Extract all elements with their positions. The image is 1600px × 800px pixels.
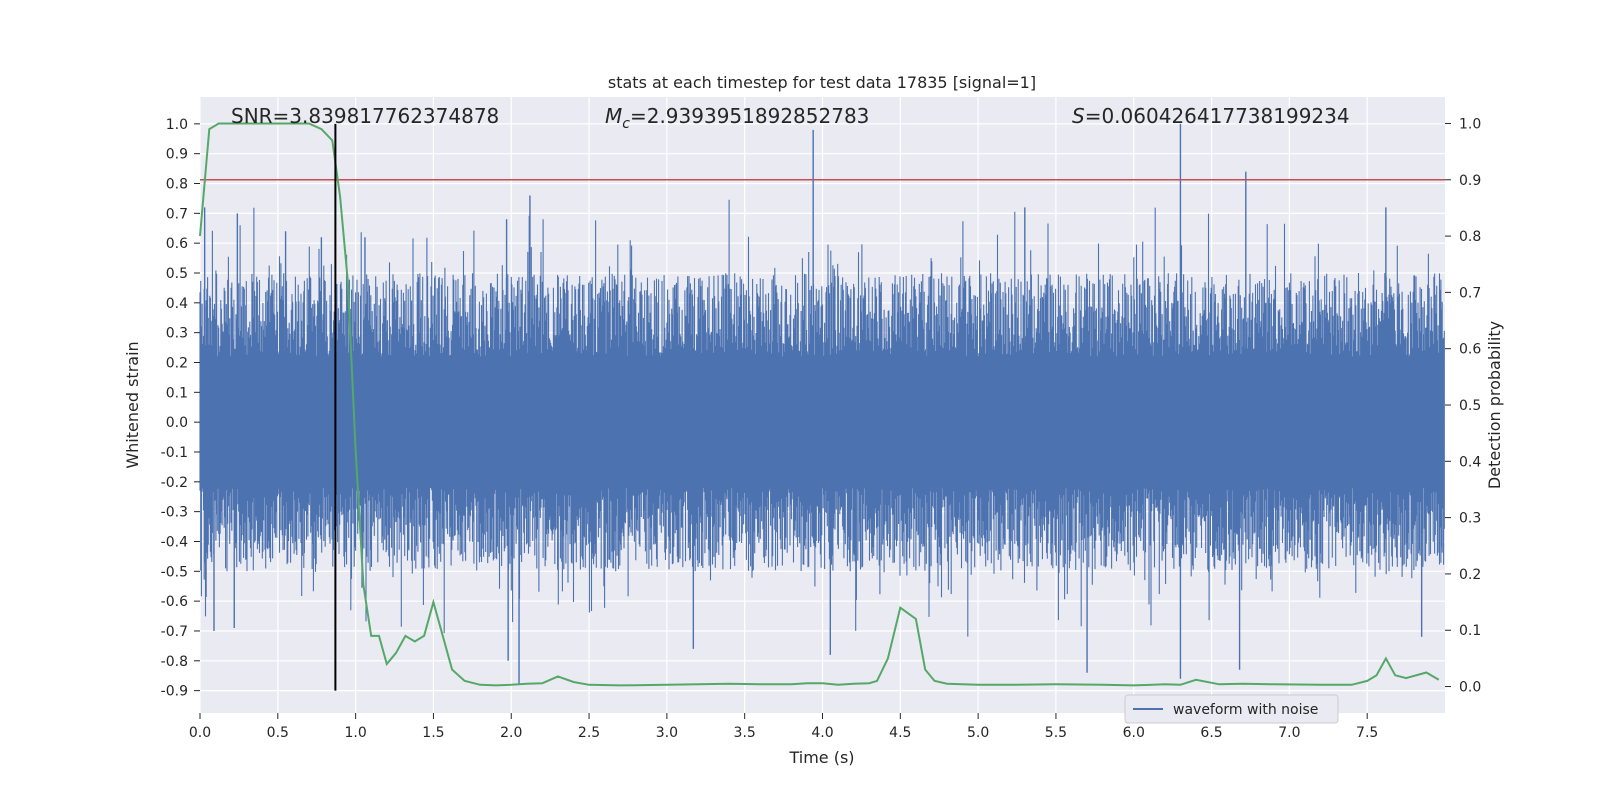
mc-annotation: Mc=2.9393951892852783 (605, 104, 869, 132)
y-left-tick-label: -0.5 (161, 564, 188, 580)
x-tick-label: 4.0 (811, 725, 833, 741)
x-axis-ticks: 0.0 0.5 1.0 1.5 2.0 2.5 3.0 3.5 4.0 4.5 5.0 5.5 6.0 6… (189, 713, 1378, 741)
waveform-series (199, 123, 1445, 685)
y-left-tick-label: -0.2 (161, 475, 188, 491)
legend-box (1124, 694, 1339, 724)
y-right-tick-label: 0.1 (1459, 623, 1481, 639)
y-right-tick-label: 0.5 (1459, 398, 1481, 414)
x-tick-label: 1.0 (344, 725, 366, 741)
y-right-tick-label: 0.2 (1459, 567, 1481, 583)
y-right-tick-label: 0.3 (1459, 511, 1481, 527)
y-left-tick-label: 0.9 (166, 147, 188, 163)
overlays (199, 122, 1445, 691)
x-tick-label: 2.5 (578, 725, 600, 741)
y-left-axis-ticks: 1.0 0.9 0.8 0.7 0.6 0.5 0.4 0.3 0.2 0.1 0.0 -0.1 -0.… (161, 117, 200, 700)
x-tick-label: 5.5 (1045, 725, 1067, 741)
y-left-tick-label: 0.5 (166, 266, 188, 282)
x-tick-label: 3.0 (656, 725, 678, 741)
y-left-tick-label: 0.7 (166, 206, 188, 222)
y-left-tick-label: 0.6 (166, 236, 188, 252)
y-right-tick-label: 0.8 (1459, 229, 1481, 245)
y-right-tick-label: 0.0 (1459, 680, 1481, 696)
x-tick-label: 0.5 (267, 725, 289, 741)
y-left-axis-label: Whitened strain (123, 341, 142, 468)
x-tick-label: 4.5 (889, 725, 911, 741)
y-right-axis-ticks: 1.0 0.9 0.8 0.7 0.6 0.5 0.4 0.3 0.2 0.1 0.0 (1445, 116, 1481, 696)
x-tick-label: 2.0 (500, 725, 522, 741)
x-tick-label: 1.5 (422, 725, 444, 741)
snr-annotation: SNR=3.839817762374878 (231, 104, 499, 128)
y-left-tick-label: -0.8 (161, 654, 188, 670)
x-tick-label: 0.0 (189, 725, 211, 741)
y-right-tick-label: 1.0 (1459, 116, 1481, 132)
y-left-tick-label: -0.6 (161, 594, 188, 610)
y-left-tick-label: -0.9 (161, 684, 188, 700)
y-left-tick-label: -0.3 (161, 505, 188, 521)
legend-label-waveform: waveform with noise (1173, 702, 1318, 718)
y-right-tick-label: 0.9 (1459, 173, 1481, 189)
x-tick-label: 5.0 (967, 725, 989, 741)
chart-title: stats at each timestep for test data 178… (608, 73, 1036, 92)
x-tick-label: 6.0 (1123, 725, 1145, 741)
waveform-noise-path (199, 199, 1445, 637)
y-left-tick-label: -0.7 (161, 624, 188, 640)
y-right-axis-label: Detection probability (1485, 321, 1504, 489)
y-left-tick-label: -0.4 (161, 534, 188, 550)
x-tick-label: 7.0 (1278, 725, 1300, 741)
y-left-tick-label: 0.0 (166, 415, 188, 431)
y-left-tick-label: 0.1 (166, 385, 188, 401)
x-tick-label: 7.5 (1356, 725, 1378, 741)
detection-probability-line (199, 122, 1440, 687)
y-right-tick-label: 0.7 (1459, 285, 1481, 301)
x-tick-label: 6.5 (1200, 725, 1222, 741)
y-left-tick-label: 0.2 (166, 355, 188, 371)
s-annotation: S=0.060426417738199234 (1072, 104, 1350, 128)
y-left-tick-label: 0.3 (166, 326, 188, 342)
y-left-tick-label: -0.1 (161, 445, 188, 461)
y-right-tick-label: 0.4 (1459, 454, 1481, 470)
x-axis-label: Time (s) (788, 748, 854, 767)
y-left-tick-label: 0.4 (166, 296, 188, 312)
x-tick-label: 3.5 (734, 725, 756, 741)
y-right-tick-label: 0.6 (1459, 342, 1481, 358)
y-left-tick-label: 0.8 (166, 177, 188, 193)
legend: waveform with noise (1124, 694, 1339, 724)
y-left-tick-label: 1.0 (166, 117, 188, 133)
